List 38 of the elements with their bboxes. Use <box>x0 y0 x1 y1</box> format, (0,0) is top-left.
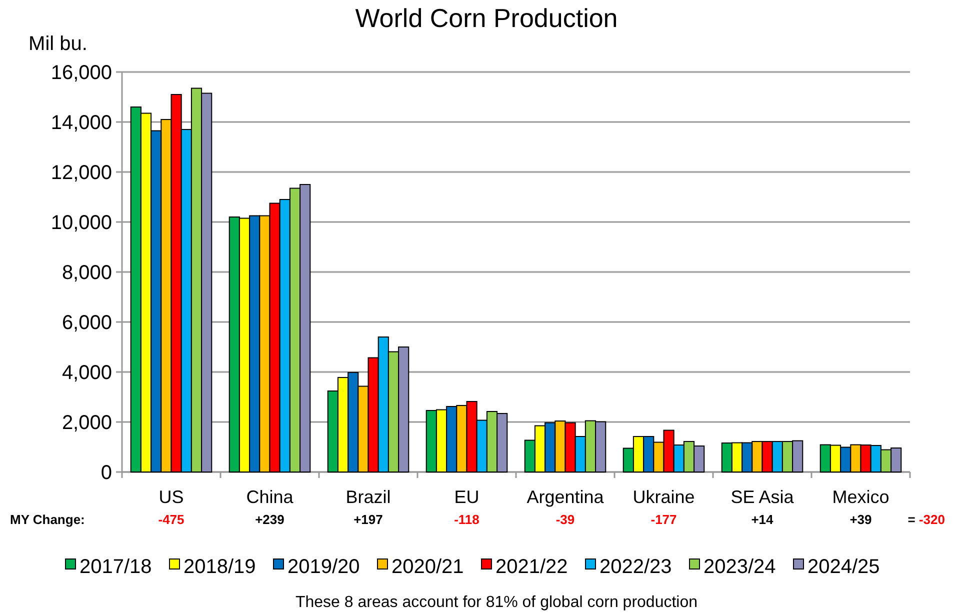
text: +197 <box>354 512 383 527</box>
y-tick-label: 0 <box>100 462 112 484</box>
y-tick-label: 8,000 <box>62 262 112 284</box>
legend-label: 2020/21 <box>392 556 464 578</box>
x-tick-label: China <box>246 487 294 507</box>
legend-label: 2024/25 <box>808 556 880 578</box>
text: These 8 areas account for 81% of global corn production <box>295 594 698 611</box>
text: +14 <box>751 512 774 527</box>
text: = -320 <box>908 512 945 527</box>
legend-label: 2023/24 <box>704 556 776 578</box>
legend-label: 2021/22 <box>496 556 568 578</box>
text: -177 <box>650 512 677 527</box>
text: -39 <box>556 512 575 527</box>
text: -118 <box>454 512 480 527</box>
y-tick-label: 16,000 <box>50 62 112 84</box>
x-tick-label: Ukraine <box>632 487 695 507</box>
x-tick-label: Brazil <box>346 487 391 507</box>
x-tick-label: Mexico <box>832 487 890 507</box>
legend-label: 2018/19 <box>184 556 256 578</box>
y-tick-label: 10,000 <box>50 212 112 234</box>
y-tick-label: 14,000 <box>50 112 112 134</box>
chart-title: World Corn Production <box>355 3 618 33</box>
y-tick-label: 12,000 <box>50 162 112 184</box>
text: +239 <box>255 512 284 527</box>
legend-label: 2017/18 <box>80 556 152 578</box>
x-tick-label: US <box>158 487 184 507</box>
text: MY Change: <box>10 512 85 527</box>
x-tick-label: Argentina <box>526 487 605 507</box>
y-axis-title: Mil bu. <box>28 33 88 55</box>
y-tick-label: 2,000 <box>62 412 112 434</box>
x-tick-label: SE Asia <box>730 487 795 507</box>
text: +39 <box>850 512 872 527</box>
legend-label: 2019/20 <box>288 556 360 578</box>
y-tick-label: 6,000 <box>62 312 112 334</box>
x-tick-label: EU <box>454 487 480 507</box>
text: -475 <box>158 512 184 527</box>
legend-label: 2022/23 <box>600 556 672 578</box>
y-tick-label: 4,000 <box>62 362 112 384</box>
